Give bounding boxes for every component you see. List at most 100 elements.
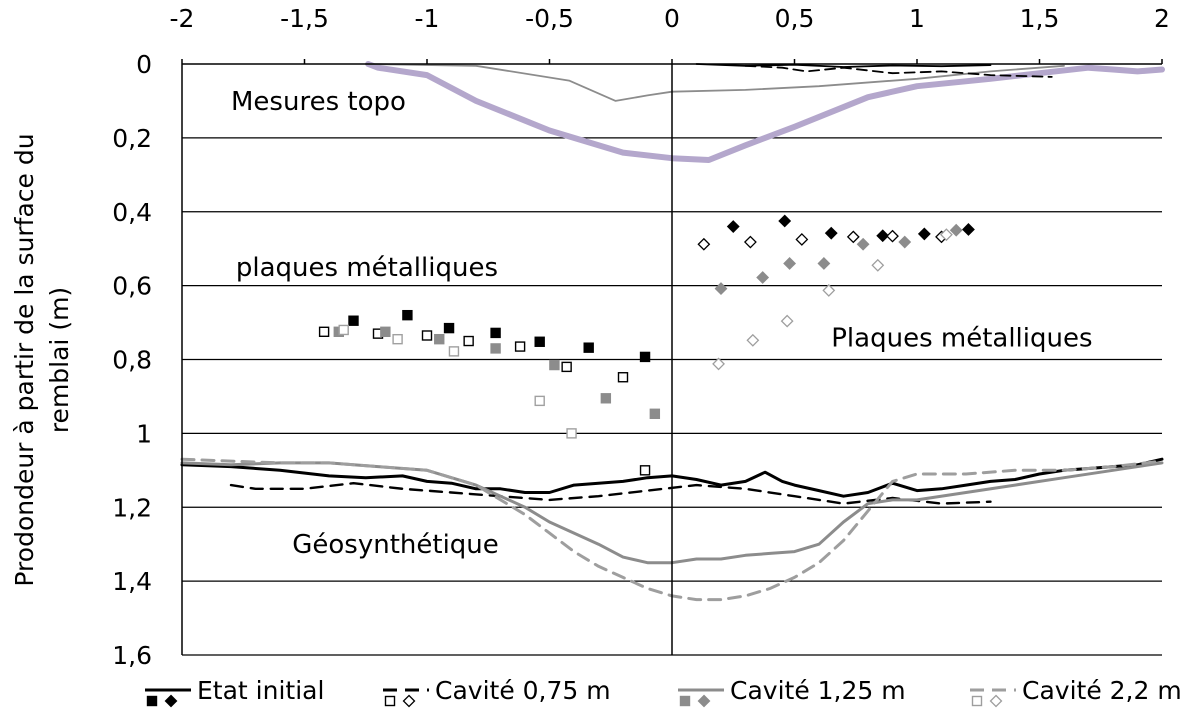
legend-label-1: Cavité 0,75 m bbox=[435, 676, 611, 705]
plate-point-6-0 bbox=[714, 282, 728, 295]
y-tick-label-2: 0,4 bbox=[112, 198, 152, 227]
plate-point-4-2 bbox=[824, 226, 838, 240]
x-tick-label-1: -1,5 bbox=[280, 4, 329, 33]
axes bbox=[181, 59, 1163, 655]
annotation-1: plaques métalliques bbox=[236, 253, 498, 283]
plate-point-1-0 bbox=[318, 326, 330, 337]
annotation-2: Plaques métalliques bbox=[831, 323, 1092, 353]
plate-point-4-0 bbox=[726, 220, 740, 233]
plate-point-7-2 bbox=[780, 314, 794, 328]
plate-point-1-2 bbox=[421, 330, 433, 341]
x-tick-label-3: -0,5 bbox=[525, 4, 574, 33]
plate-point-5-3 bbox=[846, 230, 860, 244]
legend-square-1 bbox=[384, 695, 396, 707]
plate-point-1-3 bbox=[463, 335, 474, 347]
y-tick-labels: 0 0,2 0,4 0,6 0,8 1 1,2 1,4 1,6 bbox=[112, 50, 152, 670]
x-tick-label-8: 2 bbox=[1154, 4, 1170, 33]
plate-point-7-5 bbox=[939, 228, 953, 242]
annotation-3: Géosynthétique bbox=[292, 530, 499, 560]
plate-point-7-0 bbox=[712, 357, 725, 371]
y-tick-label-0: 0 bbox=[136, 50, 152, 79]
annotation-0: Mesures topo bbox=[231, 87, 406, 117]
legend-diamond-0 bbox=[164, 694, 178, 708]
legend-label-2: Cavité 1,25 m bbox=[730, 676, 906, 705]
plate-point-2-2 bbox=[434, 333, 445, 345]
x-tick-label-4: 0 bbox=[664, 4, 680, 33]
plate-point-7-3 bbox=[822, 284, 836, 297]
legend-diamond-1 bbox=[402, 694, 416, 708]
y-tick-label-1: 0,2 bbox=[112, 124, 152, 153]
x-tick-label-6: 1 bbox=[909, 4, 925, 33]
plate-point-2-4 bbox=[549, 359, 560, 371]
plate-point-7-4 bbox=[871, 258, 885, 272]
geosynthetic-line-1 bbox=[229, 482, 992, 505]
plate-point-0-3 bbox=[490, 327, 501, 339]
plate-point-4-4 bbox=[917, 227, 931, 241]
annotations: Mesures topo plaques métalliques Plaques m… bbox=[231, 87, 1093, 560]
plate-point-0-5 bbox=[583, 342, 594, 353]
legend: Etat initial Cavité 0,75 m Cavité 1,25 m Ca… bbox=[145, 676, 1182, 708]
plate-point-0-4 bbox=[534, 336, 545, 347]
plate-point-5-1 bbox=[743, 235, 757, 249]
plate-point-1-6 bbox=[617, 372, 629, 383]
plate-point-0-2 bbox=[443, 322, 455, 334]
plate-point-0-6 bbox=[639, 351, 651, 363]
legend-square-3 bbox=[971, 695, 983, 707]
plate-point-2-6 bbox=[649, 408, 661, 419]
y-tick-label-7: 1,4 bbox=[112, 567, 152, 596]
x-tick-label-0: -2 bbox=[170, 4, 195, 33]
legend-diamond-3 bbox=[989, 694, 1003, 708]
plate-point-7-1 bbox=[746, 333, 760, 347]
plate-point-3-3 bbox=[534, 395, 545, 407]
plate-point-4-1 bbox=[778, 214, 792, 228]
plate-point-2-1 bbox=[380, 326, 391, 337]
plate-point-5-2 bbox=[795, 233, 809, 246]
legend-label-0: Etat initial bbox=[197, 676, 324, 705]
geosynthetic-line-0 bbox=[180, 457, 1164, 498]
plate-point-2-3 bbox=[490, 343, 501, 354]
y-tick-label-3: 0,6 bbox=[112, 272, 152, 301]
plate-point-1-4 bbox=[514, 341, 526, 352]
plate-point-6-2 bbox=[783, 257, 797, 270]
geosynthetic-line-3 bbox=[180, 457, 1164, 602]
legend-square-0 bbox=[146, 695, 158, 707]
x-tick-labels: -2 -1,5 -1 -0,5 0 0,5 1 1,5 2 bbox=[170, 4, 1170, 33]
topo-line-2 bbox=[744, 64, 1053, 78]
plate-point-4-5 bbox=[962, 223, 975, 236]
legend-diamond-2 bbox=[697, 694, 711, 708]
topo-series bbox=[364, 61, 1165, 163]
plate-point-6-5 bbox=[898, 235, 912, 249]
plate-point-5-0 bbox=[697, 237, 711, 251]
plate-point-3-4 bbox=[566, 428, 577, 439]
y-tick-label-5: 1 bbox=[136, 419, 152, 448]
x-tick-label-2: -1 bbox=[415, 4, 440, 33]
plate-point-3-0 bbox=[338, 324, 349, 336]
y-tick-label-8: 1,6 bbox=[112, 641, 152, 670]
legend-label-3: Cavité 2,2 m bbox=[1022, 676, 1182, 705]
plate-point-6-1 bbox=[756, 271, 770, 284]
plate-point-1-5 bbox=[561, 361, 572, 373]
x-tick-label-7: 1,5 bbox=[1020, 4, 1060, 33]
y-tick-label-6: 1,2 bbox=[112, 493, 152, 522]
plate-point-3-1 bbox=[392, 333, 403, 345]
plate-point-1-7 bbox=[639, 465, 651, 476]
topo-line-3 bbox=[695, 63, 992, 68]
plate-point-0-1 bbox=[402, 309, 413, 321]
plate-point-6-6 bbox=[949, 223, 963, 237]
plate-series bbox=[318, 214, 975, 476]
geosynthetic-series bbox=[180, 457, 1164, 602]
plate-point-4-3 bbox=[876, 229, 890, 243]
y-axis-label-line-2: remblai (m) bbox=[45, 287, 74, 433]
plate-point-0-0 bbox=[348, 315, 359, 326]
y-axis-label-line-1: Prodondeur à partir de la surface du bbox=[10, 133, 39, 586]
plate-point-6-3 bbox=[817, 257, 831, 270]
plate-point-5-4 bbox=[886, 229, 899, 243]
topo-line-0 bbox=[365, 61, 1165, 163]
x-tick-label-5: 0,5 bbox=[775, 4, 815, 33]
plate-point-3-2 bbox=[448, 346, 460, 357]
plate-point-2-5 bbox=[600, 393, 612, 404]
plate-point-6-4 bbox=[856, 237, 870, 251]
y-tick-label-4: 0,8 bbox=[112, 346, 152, 375]
legend-square-2 bbox=[679, 695, 691, 707]
